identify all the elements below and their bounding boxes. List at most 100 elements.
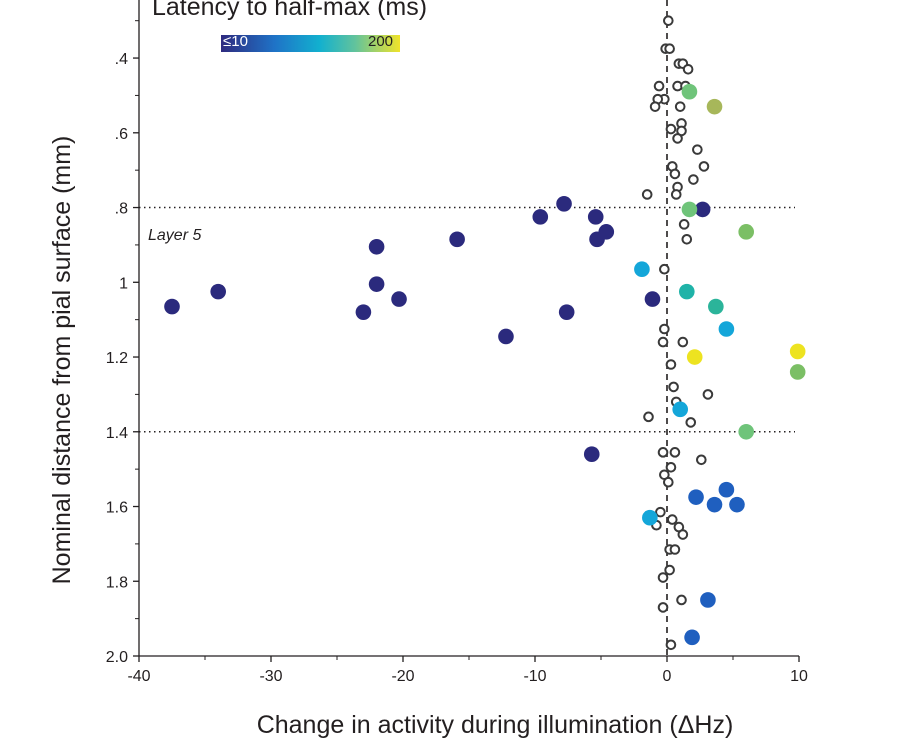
legend-title: Latency to half-max (ms) [152,0,428,21]
open-point [665,359,677,370]
filled-point [681,83,698,100]
open-point [678,219,690,230]
filled-point [210,283,226,300]
filled-point [679,283,695,300]
open-point [681,234,693,245]
filled-point [789,343,806,360]
filled-point [498,328,514,345]
open-point [657,447,669,458]
open-point [657,572,669,583]
x-tick-label: -10 [523,668,546,685]
open-point [676,594,687,606]
open-point [685,417,697,428]
y-tick-label: 1.2 [106,350,128,367]
filled-point [684,629,700,646]
x-tick-label: -30 [259,668,282,685]
filled-point [738,423,754,440]
legend-max-label: 200 [368,33,394,50]
filled-point [556,196,572,212]
open-point [666,514,678,525]
filled-point [164,298,180,315]
open-point [702,389,714,400]
filled-point [706,496,723,513]
y-tick-label: .6 [115,126,128,143]
open-point [688,174,699,185]
filled-point [681,201,698,218]
x-tick-label: 10 [790,668,808,685]
filled-point [672,401,688,418]
open-point [696,454,707,466]
filled-point [391,291,407,307]
open-point [672,133,683,144]
open-point [663,15,674,26]
open-point [698,161,710,172]
legend-colorbar [221,35,400,52]
filled-point [532,209,549,225]
x-axis-label: Change in activity during illumination (… [257,711,734,739]
filled-point [558,304,575,320]
y-tick-label: .8 [115,201,128,218]
open-point [664,43,675,55]
open-point [669,447,681,458]
filled-point [449,231,465,248]
open-point [664,564,675,576]
x-tick-label: 0 [663,668,672,685]
x-tick-label: -20 [391,668,414,685]
x-tick-label: -40 [127,668,150,685]
reference-lines [139,0,795,656]
open-point [653,80,665,92]
open-point [659,263,670,275]
y-tick-label: .4 [115,51,128,68]
open-point [649,101,661,112]
legend-min-label: ≤10 [223,33,248,50]
y-axis-label: Nominal distance from pial surface (mm) [48,136,76,585]
filled-point [587,209,604,225]
filled-point [634,261,650,278]
y-tick-label: 1 [119,275,128,292]
open-point [669,168,681,180]
filled-point [368,276,385,292]
open-point [657,602,669,613]
open-point [657,336,669,348]
filled-point [368,238,385,255]
open-point [668,381,679,393]
open-point [692,144,703,155]
open-point [682,63,694,75]
open-point [665,461,677,473]
filled-point [738,224,754,240]
open-point [669,544,681,555]
filled-point [355,304,372,320]
open-point [659,323,670,335]
filled-point [583,446,600,462]
filled-point [686,349,703,365]
filled-point [789,364,806,380]
open-point [663,476,674,488]
filled-point [708,298,724,315]
filled-point [706,98,723,115]
filled-point [700,592,716,608]
y-tick-label: 1.6 [106,500,128,517]
layer5-annotation: Layer 5 [148,227,201,244]
filled-point [729,496,745,513]
filled-point [718,321,735,337]
open-point [670,189,682,200]
y-tick-label: 2.0 [106,649,128,666]
filled-point [688,489,704,505]
filled-point [694,201,711,218]
filled-point [718,481,735,498]
filled-point [598,224,615,240]
open-point [677,336,689,348]
open-point [655,506,666,518]
y-tick-label: 1.4 [106,425,128,442]
open-point [665,639,677,651]
open-point [674,101,686,112]
open-point [665,123,677,135]
filled-points [164,83,806,646]
open-points [641,15,714,651]
filled-point [642,509,658,526]
open-point [643,411,654,423]
axes: .4 .6 .8 1 1.2 1.4 1.6 1.8 2.0 -40 -30 -20 -10 0 10 [106,0,808,685]
filled-point [644,291,661,307]
open-point [677,529,689,540]
y-tick-label: 1.8 [106,574,128,591]
